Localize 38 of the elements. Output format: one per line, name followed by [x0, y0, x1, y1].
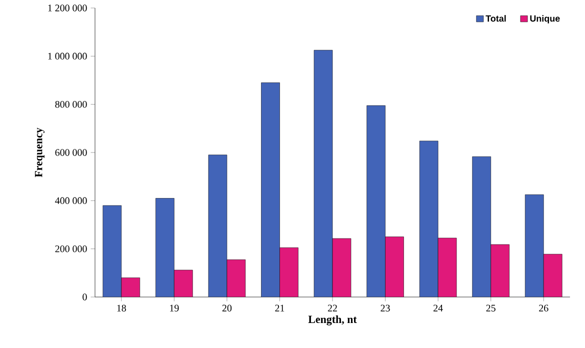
x-tick-label: 24 [434, 304, 443, 312]
y-tick-label: 400 000 [55, 197, 87, 204]
x-tick-label: 23 [380, 304, 390, 312]
bar [156, 198, 174, 297]
bar [314, 50, 333, 297]
bar [226, 260, 246, 297]
y-tick-label: 1 200 000 [48, 4, 87, 12]
y-tick-label: 0 [82, 294, 87, 300]
y-tick-label: 1 000 000 [48, 52, 87, 60]
bar [472, 156, 491, 297]
x-tick-label: 22 [328, 304, 337, 312]
y-tick-label: 200 000 [55, 245, 87, 252]
bar [420, 140, 438, 297]
bar [490, 244, 510, 297]
bar [174, 270, 193, 297]
legend-label: Unique [530, 15, 560, 24]
legend-label: Total [486, 15, 506, 22]
x-tick-label: 20 [222, 304, 232, 312]
x-tick-label: 18 [117, 304, 126, 312]
x-tick-label: 19 [170, 304, 179, 312]
x-tick-label: 21 [275, 304, 284, 312]
bar [261, 82, 280, 297]
bar [208, 154, 227, 297]
bar [543, 254, 562, 297]
bar [121, 278, 140, 297]
x-tick-label: 25 [486, 304, 496, 312]
bar [280, 248, 298, 297]
x-axis-title: Length, nt [308, 315, 357, 326]
bar [524, 194, 544, 297]
bar [438, 238, 457, 297]
bar [385, 236, 404, 297]
bar [332, 238, 351, 297]
bar [102, 205, 122, 297]
bar [366, 106, 386, 297]
y-tick-label: 800 000 [55, 100, 87, 108]
x-tick-label: 26 [539, 304, 548, 312]
y-axis-title: Frequency [34, 128, 45, 178]
y-tick-label: 600 000 [55, 149, 87, 156]
